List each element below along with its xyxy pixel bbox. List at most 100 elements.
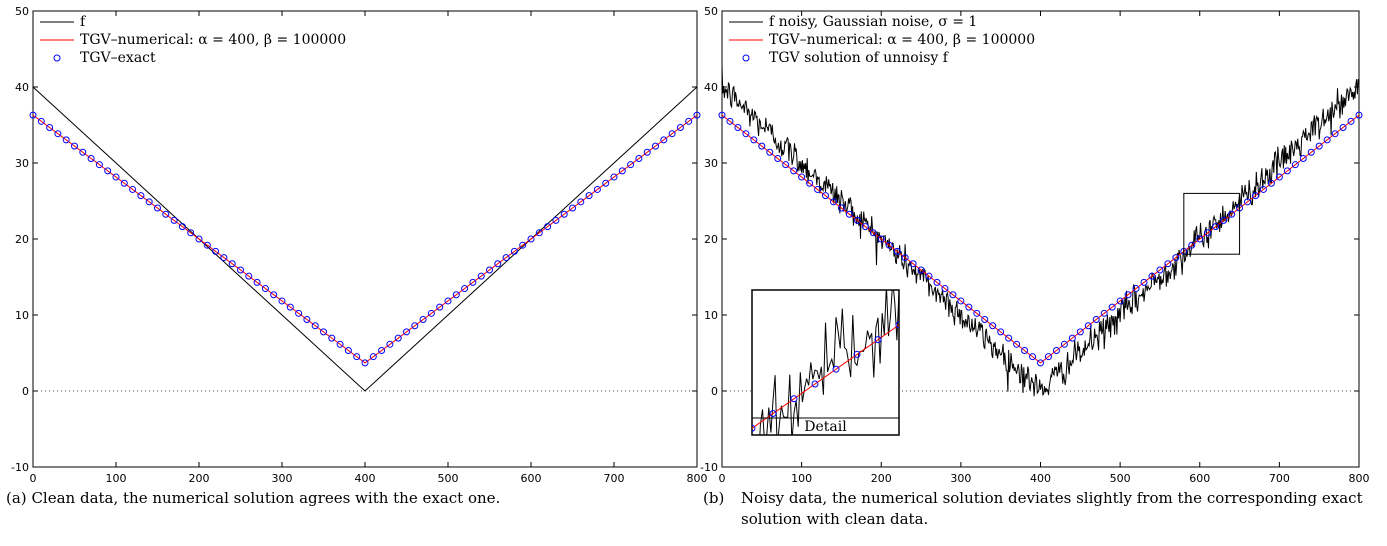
exact-marker <box>386 340 394 348</box>
legend-marker-sample <box>742 54 750 62</box>
y-tick-label: 10 <box>704 309 718 322</box>
inset-exact-marker <box>853 350 861 358</box>
legend-label: TGV–numerical: α = 400, β = 100000 <box>769 32 1035 48</box>
exact-marker <box>1355 111 1363 119</box>
exact-marker <box>726 117 734 125</box>
y-tick-label: 30 <box>704 157 718 170</box>
exact-marker <box>187 229 195 237</box>
y-tick-label: 30 <box>15 157 29 170</box>
y-tick-label: 0 <box>22 385 29 398</box>
y-tick-label: -10 <box>700 461 718 474</box>
exact-marker <box>676 124 684 132</box>
exact-marker <box>54 130 62 138</box>
exact-marker <box>137 192 145 200</box>
exact-marker <box>477 272 485 280</box>
exact-marker <box>552 216 560 224</box>
y-tick-label: -10 <box>11 461 29 474</box>
exact-marker <box>798 173 806 181</box>
exact-marker <box>353 353 361 361</box>
exact-marker <box>1076 328 1084 336</box>
exact-marker <box>877 235 885 243</box>
caption-a-text: Clean data, the numerical solution agree… <box>31 489 501 507</box>
exact-marker <box>602 179 610 187</box>
x-tick-label: 200 <box>871 472 892 485</box>
exact-marker <box>328 334 336 342</box>
exact-marker <box>419 316 427 324</box>
exact-marker <box>718 111 726 119</box>
exact-marker <box>973 309 981 317</box>
exact-marker <box>814 185 822 193</box>
caption-b: (b) Noisy data, the numerical solution d… <box>703 488 1387 530</box>
x-tick-label: 600 <box>521 472 542 485</box>
series-f-line <box>32 86 698 392</box>
exact-marker <box>1204 229 1212 237</box>
exact-marker <box>1331 130 1339 138</box>
y-tick-label: 40 <box>15 81 29 94</box>
exact-marker <box>461 285 469 293</box>
inset-plot <box>752 290 899 435</box>
exact-marker <box>469 278 477 286</box>
x-tick-label: 300 <box>950 472 971 485</box>
x-tick-label: 800 <box>1349 472 1370 485</box>
exact-marker <box>1299 154 1307 162</box>
exact-marker <box>87 154 95 162</box>
exact-marker <box>278 297 286 305</box>
exact-marker <box>1052 346 1060 354</box>
exact-marker <box>1267 179 1275 187</box>
exact-marker <box>178 223 186 231</box>
exact-marker <box>668 130 676 138</box>
exact-marker <box>79 148 87 156</box>
exact-marker <box>901 254 909 262</box>
caption-a-label: (a) <box>6 489 27 507</box>
exact-marker <box>237 266 244 274</box>
exact-marker <box>925 272 933 280</box>
exact-marker <box>1323 136 1331 144</box>
exact-marker <box>444 297 452 305</box>
exact-marker <box>527 235 535 243</box>
exact-marker <box>569 204 576 212</box>
exact-marker <box>1275 173 1283 181</box>
exact-marker <box>104 167 112 175</box>
exact-marker <box>361 359 369 367</box>
exact-marker <box>1005 334 1013 342</box>
caption-b-text: Noisy data, the numerical solution devia… <box>741 489 1363 528</box>
caption-a: (a) Clean data, the numerical solution a… <box>6 488 696 509</box>
x-tick-label: 700 <box>1269 472 1290 485</box>
exact-marker <box>1196 235 1204 243</box>
exact-marker <box>1307 148 1315 156</box>
exact-marker <box>253 278 261 286</box>
exact-marker <box>403 328 410 336</box>
exact-marker <box>790 167 798 175</box>
x-tick-label: 400 <box>355 472 376 485</box>
inset-exact-marker <box>895 321 899 329</box>
x-tick-label: 0 <box>30 472 37 485</box>
exact-marker <box>1132 285 1140 293</box>
exact-marker <box>742 130 750 138</box>
series-numerical-line <box>32 114 698 364</box>
exact-marker <box>822 192 830 200</box>
exact-marker <box>806 179 814 187</box>
exact-marker <box>394 334 402 342</box>
x-tick-label: 200 <box>189 472 210 485</box>
inset-exact-marker <box>832 365 840 373</box>
exact-marker <box>577 198 585 206</box>
exact-marker <box>170 216 178 224</box>
exact-marker <box>1315 142 1323 150</box>
exact-marker <box>1251 192 1259 200</box>
exact-marker <box>845 210 853 218</box>
exact-marker <box>957 297 965 305</box>
exact-marker <box>981 316 989 324</box>
exact-marker <box>593 185 601 193</box>
y-tick-label: 50 <box>15 5 29 18</box>
exact-marker <box>774 154 782 162</box>
exact-marker <box>519 241 527 249</box>
exact-marker <box>303 316 311 324</box>
legend-label: f noisy, Gaussian noise, σ = 1 <box>769 14 977 30</box>
panel-a-axes-frame <box>32 10 698 468</box>
exact-marker <box>154 204 161 212</box>
exact-marker <box>1044 353 1052 361</box>
y-tick-label: 0 <box>711 385 718 398</box>
x-tick-label: 800 <box>687 472 708 485</box>
exact-marker <box>1339 124 1347 132</box>
